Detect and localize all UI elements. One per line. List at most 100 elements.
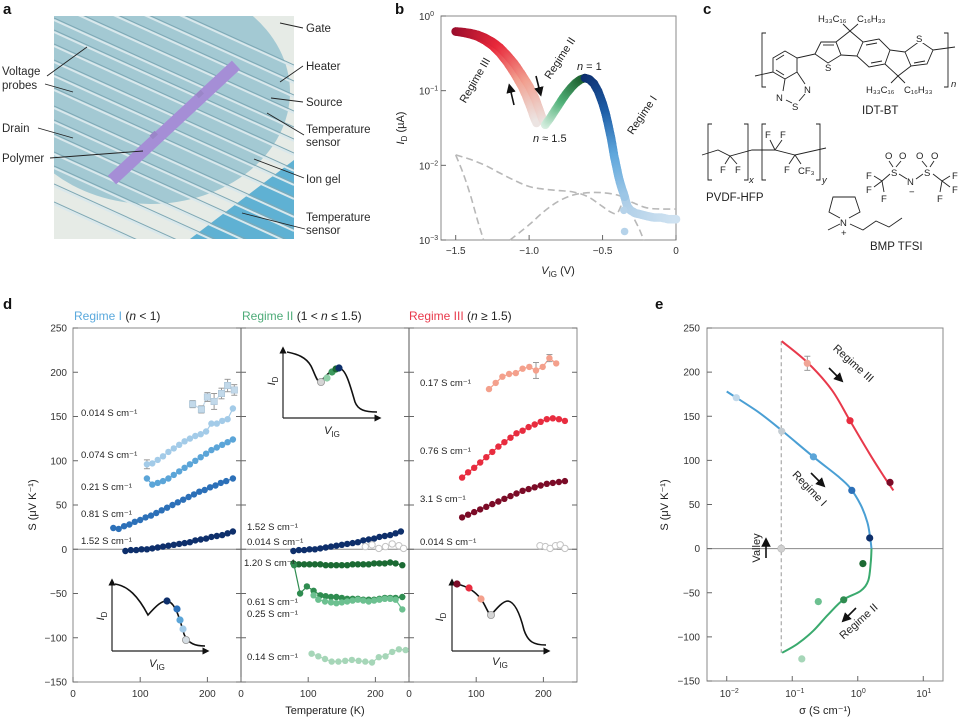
n-variable: n: [321, 309, 328, 323]
d-data-point: [549, 479, 556, 487]
e-fit-curve: [781, 548, 873, 654]
inset-y-label: ID: [95, 611, 109, 620]
regime-iii-trend-arrow-icon: [828, 367, 844, 383]
n-variable: n: [129, 309, 136, 323]
n-variable: n: [533, 133, 539, 145]
inset-dots: [163, 597, 190, 645]
d-series-label: 0.61 S cm⁻¹: [247, 597, 298, 608]
d-data-point: [392, 560, 399, 567]
bond: [890, 75, 899, 84]
y-tick-label: 0: [694, 544, 700, 555]
d-data-point: [561, 544, 569, 553]
label-source: Source: [306, 97, 342, 109]
d-data-point: [543, 416, 550, 423]
label-voltage-probes-line2: probes: [2, 80, 37, 92]
n-variable: n: [577, 61, 583, 73]
d-data-point: [143, 475, 151, 482]
tick-base: 10: [419, 12, 431, 23]
d-data-point: [159, 453, 167, 460]
electrode-line: [179, 16, 294, 68]
d-data-point: [344, 562, 351, 569]
tick-exponent: 0: [862, 688, 866, 695]
d-series-label: 0.17 S cm⁻¹: [420, 378, 471, 389]
leader-line-source: [270, 97, 304, 103]
d-data-point: [376, 596, 383, 603]
bond: [941, 180, 951, 188]
d-data-point: [354, 561, 362, 568]
atom-o: O: [885, 151, 892, 162]
pyrrolidinium-ring: [828, 196, 861, 219]
y-tick-label: 100: [683, 456, 700, 467]
d-data-point: [512, 369, 519, 377]
label-voltage-probes: Voltage: [2, 66, 40, 78]
d-data-point: [483, 454, 490, 461]
inset-y-var: I: [266, 382, 278, 385]
d-series-label: 0.25 S cm⁻¹: [247, 609, 298, 620]
d-data-point: [338, 541, 345, 548]
d-data-point: [349, 561, 356, 568]
polymer-contact-tab: [149, 130, 158, 140]
d-data-point: [213, 444, 220, 451]
alkyl-chain-label: H₃₃C₁₆: [866, 85, 895, 96]
electrode-line: [54, 203, 134, 239]
d-data-point: [471, 464, 478, 471]
d-series-label: 0.074 S cm⁻¹: [81, 450, 137, 461]
b-y-axis-label: ID (µA): [395, 112, 409, 145]
inset-transfer-curve: [456, 583, 547, 646]
d-data-point: [176, 540, 183, 548]
b-point-regime-i-outliers: [620, 206, 628, 215]
tick-base: 10: [916, 689, 928, 700]
d-data-point: [218, 389, 226, 397]
y-tick-label: 150: [50, 412, 67, 423]
regime-i-trend-arrow-icon: [810, 472, 826, 488]
d-data-point: [360, 561, 367, 568]
d-series-label: 0.76 S cm⁻¹: [420, 446, 471, 457]
d-data-point: [317, 561, 324, 568]
bond: [889, 49, 906, 53]
d-data-point: [458, 474, 466, 481]
d-data-point: [310, 592, 317, 599]
d-data-point: [192, 457, 199, 464]
alkyl-chain-label: C₁₆H₃₃: [904, 85, 933, 96]
label-temperature-sensor-2-line2: sensor: [306, 225, 341, 237]
d-data-point: [477, 506, 484, 513]
d-data-point: [159, 477, 167, 485]
d-data-point: [143, 461, 151, 468]
d-data-point: [513, 490, 520, 497]
electrode-edge: [54, 151, 247, 239]
d-data-point: [327, 593, 335, 601]
panel-label-a: a: [3, 1, 12, 18]
cyclopentadiene-bonds: [884, 63, 912, 77]
y-tick-label: −100: [677, 632, 700, 643]
d-data-point: [561, 477, 569, 485]
d-data-point: [133, 546, 140, 554]
panel-label-e: e: [655, 296, 663, 313]
left-bracket: [761, 32, 766, 88]
atom-f: F: [866, 171, 872, 182]
electrode-edge: [83, 16, 294, 112]
electrode-line: [144, 16, 294, 84]
d-series-line: [461, 480, 565, 518]
d-series-label: 0.14 S cm⁻¹: [247, 652, 298, 663]
x-tick-label: −1.5: [446, 246, 466, 257]
d-data-point: [507, 434, 514, 441]
d-data-point: [311, 546, 319, 553]
bond: [849, 23, 859, 32]
d-data-point: [327, 599, 335, 606]
y-tick-label: 250: [50, 324, 67, 335]
d-data-point: [333, 542, 340, 549]
e-data-point-regime-i: [732, 394, 740, 402]
b-dashed-2-curve: [454, 154, 485, 241]
d-data-point: [308, 650, 315, 657]
d-data-point: [208, 533, 215, 541]
double-bond: [775, 54, 785, 61]
d-data-point: [370, 597, 378, 604]
d-data-point: [362, 658, 369, 665]
y-tick-label: −100: [44, 633, 67, 644]
electrode-line: [54, 107, 294, 218]
x-tick-label: −1.0: [519, 246, 539, 257]
electrode-line: [54, 19, 294, 130]
d-series-label: 1.52 S cm⁻¹: [247, 522, 298, 533]
d-data-point: [348, 656, 356, 664]
bond: [897, 75, 906, 84]
